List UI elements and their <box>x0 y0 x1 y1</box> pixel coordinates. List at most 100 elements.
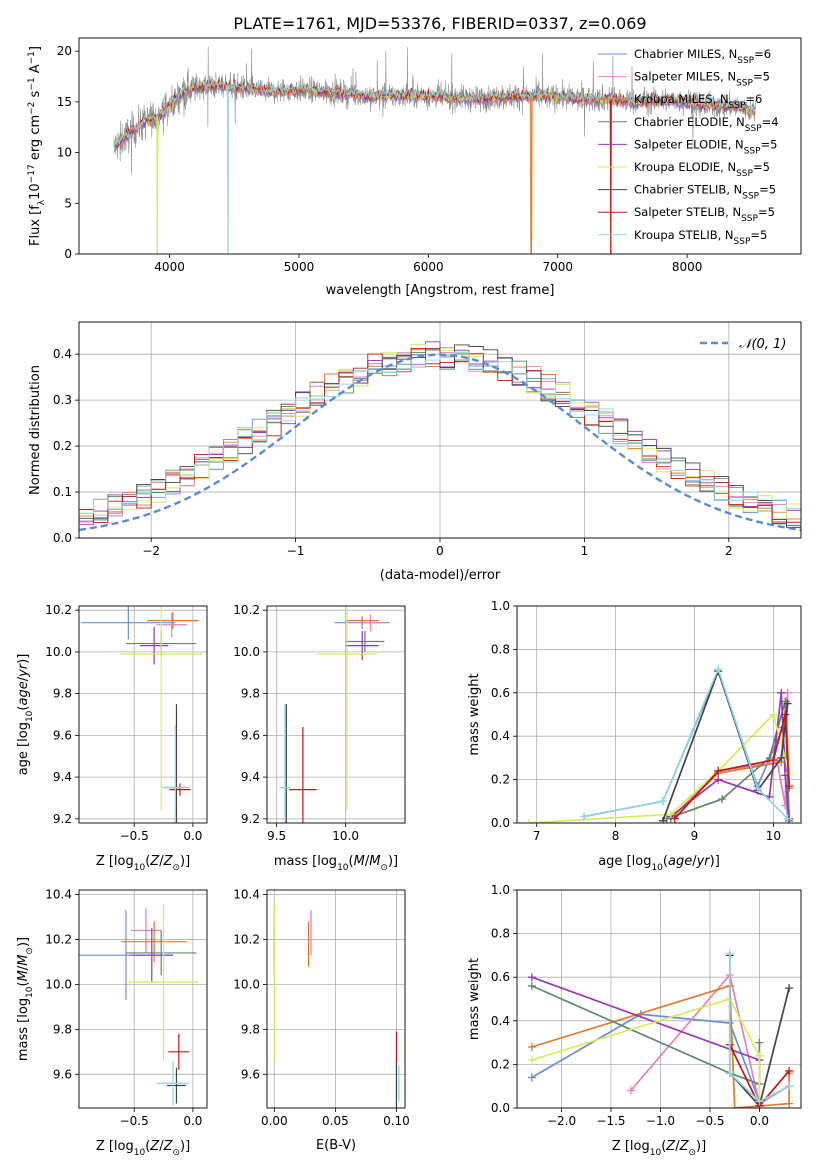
y-tick-label: 0.3 <box>53 393 72 407</box>
plot-area-age-vs-mass <box>279 606 390 823</box>
y-axis-label: age [log10(age/yr)] <box>16 654 35 776</box>
x-tick-label: −2.0 <box>547 1114 576 1128</box>
axes-mass-vs-EBV: 0.00 0.05 0.10 9.6 9.8 10.0 10.2 10.4 E(B-V) <box>233 887 410 1153</box>
model-spectrum-line <box>113 78 756 254</box>
mass-weight-marker <box>658 816 667 823</box>
x-tick-label: 2 <box>725 544 733 558</box>
mass-weight-marker <box>755 1051 764 1060</box>
x-tick-label: 0.00 <box>261 1114 288 1128</box>
x-tick-label: 8000 <box>672 260 703 274</box>
mass-weight-marker <box>527 1073 536 1082</box>
axes-age-vs-Z: −0.5 0.0 9.2 9.4 9.6 9.8 10.0 10.2 Z [log10(Z/Z⊙… <box>16 603 208 873</box>
y-axis-label: mass weight <box>467 958 482 1040</box>
mass-weight-marker <box>783 699 792 708</box>
axes-frame <box>78 889 208 1109</box>
y-tick-label: 9.4 <box>53 770 72 784</box>
axes-frame <box>266 889 406 1109</box>
x-tick-label: 10.0 <box>332 829 359 843</box>
mass-weight-line <box>531 997 761 1108</box>
y-tick-label: 9.6 <box>241 1067 260 1081</box>
legend-entry: Kroupa ELODIE, NSSP=5 <box>634 160 770 179</box>
x-tick-label: 8 <box>612 829 620 843</box>
mass-weight-marker <box>725 949 734 958</box>
x-tick-label: 0.05 <box>322 1114 349 1128</box>
model-spectrum-line <box>113 77 756 254</box>
y-tick-label: 0.2 <box>491 1057 510 1071</box>
x-axis-label: mass [log10(M/M⊙)] <box>274 854 398 873</box>
residual-histogram <box>79 351 801 538</box>
mass-weight-marker <box>670 814 679 823</box>
x-tick-label: −1.0 <box>646 1114 675 1128</box>
axes-age-vs-mass: 9.5 10.0 9.2 9.4 9.6 9.8 10.0 10.2 mass [log10(M… <box>233 603 406 873</box>
plot-area-massweight-vs-Z <box>527 949 794 1108</box>
normal-curve <box>79 353 801 532</box>
y-tick-label: 9.2 <box>241 812 260 826</box>
mass-weight-marker <box>658 797 667 806</box>
x-tick-label: −2 <box>142 544 160 558</box>
figure-title: PLATE=1761, MJD=53376, FIBERID=0337, z=0… <box>233 14 646 33</box>
legend-entry: Kroupa MILES, NSSP=6 <box>634 92 762 111</box>
mass-weight-marker <box>785 984 794 993</box>
y-tick-label: 10.0 <box>233 977 260 991</box>
y-tick-label: 10.2 <box>45 932 72 946</box>
axes-spectrum: 4000 5000 6000 7000 8000 0 5 10 15 20 wavelength [… <box>27 37 802 298</box>
x-axis-label: Z [log10(Z/Z⊙)] <box>96 854 190 873</box>
data-spectrum-line <box>113 46 756 175</box>
x-tick-label: 9 <box>691 829 699 843</box>
x-axis-label: Z [log10(Z/Z⊙)] <box>612 1139 706 1158</box>
axes-frame <box>516 889 802 1109</box>
y-tick-label: 10.4 <box>45 887 72 901</box>
y-tick-label: 9.8 <box>53 687 72 701</box>
x-tick-label: 0.10 <box>383 1114 410 1128</box>
x-tick-label: 7000 <box>542 260 573 274</box>
legend-entry: Kroupa STELIB, NSSP=5 <box>634 228 767 247</box>
mass-weight-line <box>630 973 790 1105</box>
x-tick-label: 9.5 <box>267 829 286 843</box>
axes-frame <box>78 321 802 539</box>
x-tick-label: 6000 <box>413 260 444 274</box>
legend-entry: 𝒩(0, 1) <box>739 337 786 352</box>
y-tick-label: 10.2 <box>233 603 260 617</box>
y-tick-label: 0.2 <box>491 773 510 787</box>
y-tick-label: 0.2 <box>53 439 72 453</box>
x-tick-label: 0 <box>436 544 444 558</box>
y-tick-label: 0.8 <box>491 927 510 941</box>
mass-weight-marker <box>753 784 762 793</box>
mass-weight-marker <box>666 810 675 819</box>
plot-area-mass-vs-EBV <box>273 903 400 1108</box>
mass-weight-marker <box>755 1097 764 1106</box>
x-tick-label: 0.0 <box>183 1114 202 1128</box>
y-tick-label: 10.0 <box>233 645 260 659</box>
mass-weight-marker <box>777 753 786 762</box>
y-tick-label: 0.8 <box>491 642 510 656</box>
plot-area-residuals <box>79 341 801 538</box>
y-tick-label: 9.4 <box>241 770 260 784</box>
y-axis-label: Flux [fλ10−17 erg cm−2 s−1 A−1] <box>27 46 47 246</box>
mass-weight-marker <box>769 710 778 719</box>
x-tick-label: 10 <box>766 829 781 843</box>
legend-entry: Chabrier MILES, NSSP=6 <box>634 47 771 66</box>
y-tick-label: 0.4 <box>491 729 510 743</box>
mass-weight-marker <box>626 1086 635 1095</box>
y-tick-label: 1.0 <box>491 883 510 897</box>
y-tick-label: 15 <box>57 95 72 109</box>
mass-weight-marker <box>714 766 723 775</box>
model-spectrum-line <box>113 80 756 254</box>
x-tick-label: −0.5 <box>120 829 149 843</box>
mass-weight-line <box>531 984 790 1108</box>
mass-weight-marker <box>769 756 778 765</box>
model-spectrum-line <box>113 77 756 254</box>
y-tick-label: 9.6 <box>241 728 260 742</box>
y-tick-label: 20 <box>57 44 72 58</box>
legend-entry: Chabrier ELODIE, NSSP=4 <box>634 115 779 134</box>
x-tick-label: −1.5 <box>596 1114 625 1128</box>
y-tick-label: 10 <box>57 146 72 160</box>
y-tick-label: 1.0 <box>491 599 510 613</box>
mass-weight-marker <box>755 1038 764 1047</box>
mass-weight-marker <box>524 819 533 823</box>
x-axis-label: Z [log10(Z/Z⊙)] <box>96 1139 190 1158</box>
y-axis-label: mass [log10(M/M⊙)] <box>16 937 35 1061</box>
y-tick-label: 0.0 <box>53 531 72 545</box>
x-tick-label: −1 <box>287 544 305 558</box>
